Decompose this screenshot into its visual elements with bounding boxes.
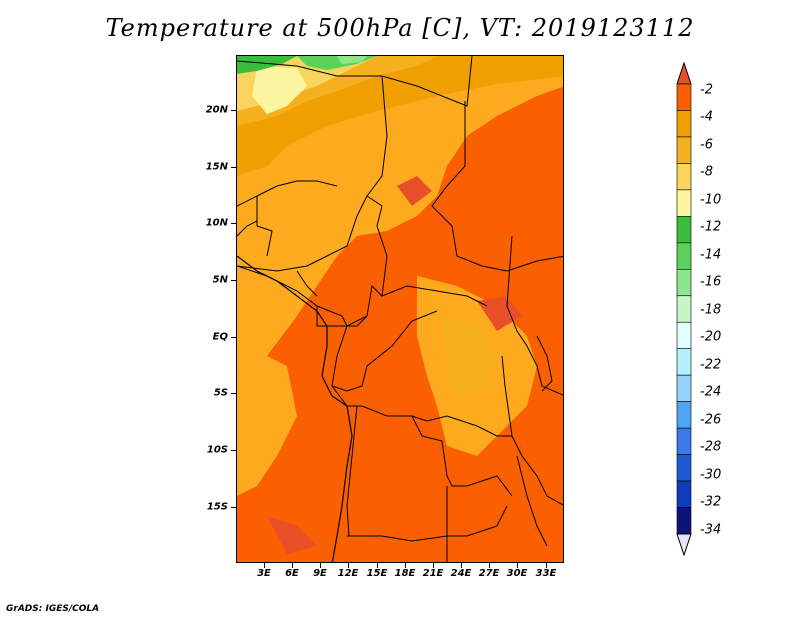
colorbar-label: -16 (700, 274, 722, 290)
lat-tick (231, 393, 236, 394)
lon-label-15e: 15E (366, 568, 388, 579)
colorbar-swatch (676, 507, 692, 535)
lon-label-12e: 12E (337, 568, 359, 579)
colorbar-label: -26 (700, 412, 722, 427)
lat-tick (231, 450, 236, 451)
colorbar-swatch (676, 189, 692, 217)
colorbar-label: -22 (700, 357, 722, 372)
colorbar-label: -34 (700, 522, 722, 537)
lon-label-3e: 3E (257, 568, 271, 579)
colorbar-label: -30 (700, 467, 722, 482)
colorbar-swatch (676, 268, 692, 297)
colorbar-label: -24 (700, 384, 722, 400)
colorbar-cap-bottom (676, 533, 692, 556)
colorbar (676, 62, 692, 556)
colorbar-label: -32 (700, 494, 722, 510)
lat-tick (231, 337, 236, 338)
lon-tick (546, 563, 547, 568)
colorbar-swatch (676, 242, 692, 270)
lon-tick (320, 563, 321, 568)
lon-tick (405, 563, 406, 568)
lon-tick (517, 563, 518, 568)
lat-label-20n: 20N (205, 104, 228, 116)
lon-label-21e: 21E (422, 568, 444, 579)
lat-tick (231, 167, 236, 168)
lon-label-30e: 30E (506, 568, 528, 579)
lon-label-27e: 27E (478, 568, 500, 579)
lon-tick (377, 563, 378, 568)
colorbar-swatch (676, 348, 692, 376)
lon-tick (433, 563, 434, 568)
lat-label-10s: 10S (206, 444, 228, 456)
colorbar-label: -28 (700, 439, 722, 455)
lat-label-5s: 5S (213, 387, 228, 399)
lat-label-15n: 15N (205, 161, 228, 173)
colorbar-swatch (676, 480, 692, 508)
lon-label-24e: 24E (450, 568, 472, 579)
colorbar-swatch (676, 136, 692, 164)
colorbar-swatch (676, 83, 692, 111)
lon-label-9e: 9E (313, 568, 327, 579)
colorbar-swatch (676, 401, 692, 429)
lon-label-6e: 6E (285, 568, 299, 579)
lat-label-5n: 5N (212, 274, 228, 286)
lon-tick (264, 563, 265, 568)
map-title: Temperature at 500hPa [C], VT: 201912311… (105, 14, 695, 42)
colorbar-swatch (676, 295, 692, 323)
colorbar-label: -4 (700, 109, 713, 125)
lon-label-33e: 33E (535, 568, 557, 579)
lat-tick (231, 507, 236, 508)
colorbar-swatch (676, 374, 692, 402)
lat-tick (231, 223, 236, 224)
colorbar-label: -6 (700, 137, 713, 152)
temperature-field (237, 56, 563, 562)
lat-label-10n: 10N (205, 217, 228, 229)
lat-label-15s: 15S (206, 501, 228, 513)
lon-tick (292, 563, 293, 568)
colorbar-swatch (676, 454, 692, 482)
colorbar-swatch (676, 427, 692, 455)
temperature-map (236, 55, 564, 563)
lat-tick (231, 110, 236, 111)
colorbar-swatch (676, 110, 692, 138)
lat-label-eq: EQ (212, 331, 228, 343)
lon-tick (461, 563, 462, 568)
lon-tick (348, 563, 349, 568)
colorbar-label: -18 (700, 302, 722, 317)
colorbar-label: -2 (700, 82, 713, 97)
colorbar-swatch (676, 163, 692, 191)
colorbar-swatch (676, 321, 692, 350)
grads-credit: GrADS: IGES/COLA (6, 604, 100, 614)
colorbar-cap-top (676, 62, 692, 85)
colorbar-swatch (676, 216, 692, 244)
colorbar-label: -10 (700, 192, 722, 207)
colorbar-label: -12 (700, 219, 722, 235)
lon-label-18e: 18E (394, 568, 416, 579)
lon-tick (489, 563, 490, 568)
lat-tick (231, 280, 236, 281)
colorbar-label: -8 (700, 164, 713, 180)
colorbar-label: -20 (700, 329, 722, 345)
colorbar-label: -14 (700, 247, 722, 262)
